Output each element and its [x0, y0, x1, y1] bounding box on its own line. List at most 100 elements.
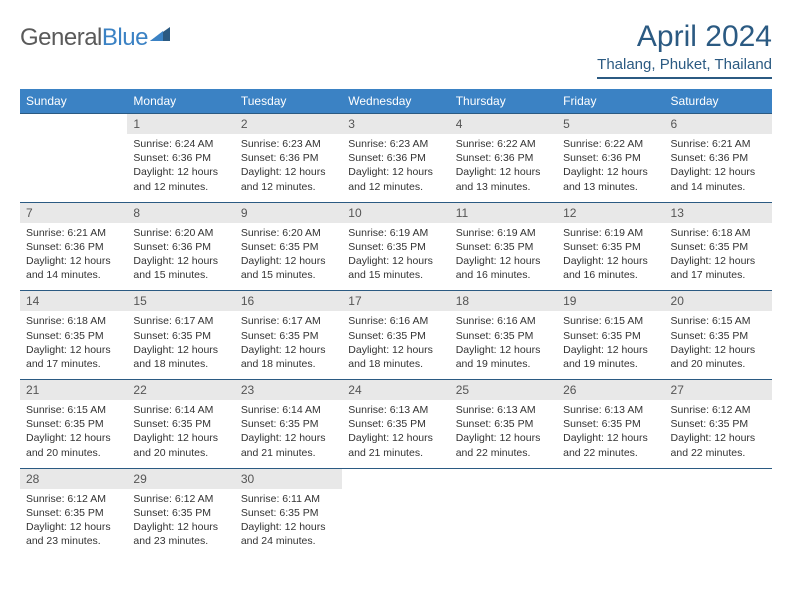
day-number-cell: 21 — [20, 380, 127, 401]
logo: GeneralBlue — [20, 24, 170, 52]
sunset-text: Sunset: 6:35 PM — [563, 417, 658, 431]
daylight-text: Daylight: 12 hours and 23 minutes. — [133, 520, 228, 548]
day-detail-cell: Sunrise: 6:13 AMSunset: 6:35 PMDaylight:… — [557, 400, 664, 468]
sunrise-text: Sunrise: 6:13 AM — [563, 403, 658, 417]
sunset-text: Sunset: 6:35 PM — [456, 329, 551, 343]
daylight-text: Daylight: 12 hours and 16 minutes. — [456, 254, 551, 282]
day-detail-cell: Sunrise: 6:13 AMSunset: 6:35 PMDaylight:… — [450, 400, 557, 468]
sunset-text: Sunset: 6:35 PM — [26, 329, 121, 343]
day-number-cell: 6 — [665, 114, 772, 135]
daylight-text: Daylight: 12 hours and 12 minutes. — [348, 165, 443, 193]
day-detail-cell: Sunrise: 6:14 AMSunset: 6:35 PMDaylight:… — [235, 400, 342, 468]
day-detail-cell: Sunrise: 6:24 AMSunset: 6:36 PMDaylight:… — [127, 134, 234, 202]
sunset-text: Sunset: 6:35 PM — [456, 417, 551, 431]
title-block: April 2024 Thalang, Phuket, Thailand — [597, 20, 772, 79]
day-number-cell: 19 — [557, 291, 664, 312]
sunset-text: Sunset: 6:36 PM — [241, 151, 336, 165]
sunset-text: Sunset: 6:35 PM — [133, 417, 228, 431]
daylight-text: Daylight: 12 hours and 21 minutes. — [348, 431, 443, 459]
sunset-text: Sunset: 6:36 PM — [348, 151, 443, 165]
logo-part2: Blue — [102, 24, 148, 51]
sunrise-text: Sunrise: 6:12 AM — [133, 492, 228, 506]
daylight-text: Daylight: 12 hours and 18 minutes. — [348, 343, 443, 371]
day-number-row: 14151617181920 — [20, 291, 772, 312]
day-number-cell: 1 — [127, 114, 234, 135]
location-text: Thalang, Phuket, Thailand — [597, 56, 772, 79]
daylight-text: Daylight: 12 hours and 15 minutes. — [241, 254, 336, 282]
day-number-cell — [342, 468, 449, 489]
day-detail-cell: Sunrise: 6:12 AMSunset: 6:35 PMDaylight:… — [20, 489, 127, 557]
day-detail-cell: Sunrise: 6:12 AMSunset: 6:35 PMDaylight:… — [665, 400, 772, 468]
day-number-cell: 9 — [235, 202, 342, 223]
day-detail-cell: Sunrise: 6:19 AMSunset: 6:35 PMDaylight:… — [342, 223, 449, 291]
month-title: April 2024 — [597, 20, 772, 54]
day-number-cell: 30 — [235, 468, 342, 489]
daylight-text: Daylight: 12 hours and 23 minutes. — [26, 520, 121, 548]
daylight-text: Daylight: 12 hours and 14 minutes. — [26, 254, 121, 282]
day-detail-row: Sunrise: 6:12 AMSunset: 6:35 PMDaylight:… — [20, 489, 772, 557]
daylight-text: Daylight: 12 hours and 22 minutes. — [671, 431, 766, 459]
sunset-text: Sunset: 6:35 PM — [133, 329, 228, 343]
sunset-text: Sunset: 6:35 PM — [241, 417, 336, 431]
calendar-body: 123456Sunrise: 6:24 AMSunset: 6:36 PMDay… — [20, 114, 772, 557]
sunset-text: Sunset: 6:35 PM — [456, 240, 551, 254]
day-number-cell: 16 — [235, 291, 342, 312]
day-detail-cell: Sunrise: 6:15 AMSunset: 6:35 PMDaylight:… — [20, 400, 127, 468]
daylight-text: Daylight: 12 hours and 20 minutes. — [671, 343, 766, 371]
day-header-sat: Saturday — [665, 89, 772, 114]
day-detail-cell — [450, 489, 557, 557]
sunset-text: Sunset: 6:35 PM — [671, 329, 766, 343]
sunset-text: Sunset: 6:35 PM — [241, 329, 336, 343]
day-number-cell: 28 — [20, 468, 127, 489]
day-number-cell: 15 — [127, 291, 234, 312]
sunset-text: Sunset: 6:36 PM — [671, 151, 766, 165]
day-detail-cell — [665, 489, 772, 557]
day-number-cell: 13 — [665, 202, 772, 223]
day-number-cell — [557, 468, 664, 489]
logo-triangle-icon — [150, 25, 170, 46]
day-detail-cell: Sunrise: 6:23 AMSunset: 6:36 PMDaylight:… — [342, 134, 449, 202]
day-number-cell: 23 — [235, 380, 342, 401]
day-detail-cell: Sunrise: 6:15 AMSunset: 6:35 PMDaylight:… — [665, 311, 772, 379]
sunset-text: Sunset: 6:36 PM — [133, 240, 228, 254]
sunset-text: Sunset: 6:36 PM — [563, 151, 658, 165]
daylight-text: Daylight: 12 hours and 15 minutes. — [348, 254, 443, 282]
day-detail-cell: Sunrise: 6:23 AMSunset: 6:36 PMDaylight:… — [235, 134, 342, 202]
sunset-text: Sunset: 6:35 PM — [563, 329, 658, 343]
sunrise-text: Sunrise: 6:11 AM — [241, 492, 336, 506]
daylight-text: Daylight: 12 hours and 22 minutes. — [456, 431, 551, 459]
day-number-cell: 11 — [450, 202, 557, 223]
day-header-fri: Friday — [557, 89, 664, 114]
sunset-text: Sunset: 6:35 PM — [563, 240, 658, 254]
sunrise-text: Sunrise: 6:14 AM — [133, 403, 228, 417]
day-detail-cell — [342, 489, 449, 557]
daylight-text: Daylight: 12 hours and 20 minutes. — [133, 431, 228, 459]
sunrise-text: Sunrise: 6:12 AM — [26, 492, 121, 506]
sunset-text: Sunset: 6:36 PM — [456, 151, 551, 165]
day-number-cell: 29 — [127, 468, 234, 489]
sunrise-text: Sunrise: 6:19 AM — [456, 226, 551, 240]
sunrise-text: Sunrise: 6:21 AM — [26, 226, 121, 240]
logo-text: GeneralBlue — [20, 24, 148, 52]
sunset-text: Sunset: 6:35 PM — [26, 417, 121, 431]
day-detail-row: Sunrise: 6:18 AMSunset: 6:35 PMDaylight:… — [20, 311, 772, 379]
sunrise-text: Sunrise: 6:22 AM — [563, 137, 658, 151]
logo-part1: General — [20, 24, 102, 51]
sunset-text: Sunset: 6:36 PM — [26, 240, 121, 254]
day-detail-cell: Sunrise: 6:20 AMSunset: 6:36 PMDaylight:… — [127, 223, 234, 291]
day-detail-row: Sunrise: 6:21 AMSunset: 6:36 PMDaylight:… — [20, 223, 772, 291]
day-number-cell: 4 — [450, 114, 557, 135]
daylight-text: Daylight: 12 hours and 12 minutes. — [241, 165, 336, 193]
sunrise-text: Sunrise: 6:19 AM — [563, 226, 658, 240]
day-detail-cell: Sunrise: 6:17 AMSunset: 6:35 PMDaylight:… — [127, 311, 234, 379]
day-detail-cell: Sunrise: 6:19 AMSunset: 6:35 PMDaylight:… — [450, 223, 557, 291]
daylight-text: Daylight: 12 hours and 18 minutes. — [133, 343, 228, 371]
sunrise-text: Sunrise: 6:23 AM — [348, 137, 443, 151]
day-number-cell: 17 — [342, 291, 449, 312]
sunset-text: Sunset: 6:36 PM — [133, 151, 228, 165]
header: GeneralBlue April 2024 Thalang, Phuket, … — [20, 20, 772, 79]
sunset-text: Sunset: 6:35 PM — [671, 417, 766, 431]
day-number-cell: 22 — [127, 380, 234, 401]
day-detail-cell: Sunrise: 6:14 AMSunset: 6:35 PMDaylight:… — [127, 400, 234, 468]
day-detail-cell: Sunrise: 6:17 AMSunset: 6:35 PMDaylight:… — [235, 311, 342, 379]
